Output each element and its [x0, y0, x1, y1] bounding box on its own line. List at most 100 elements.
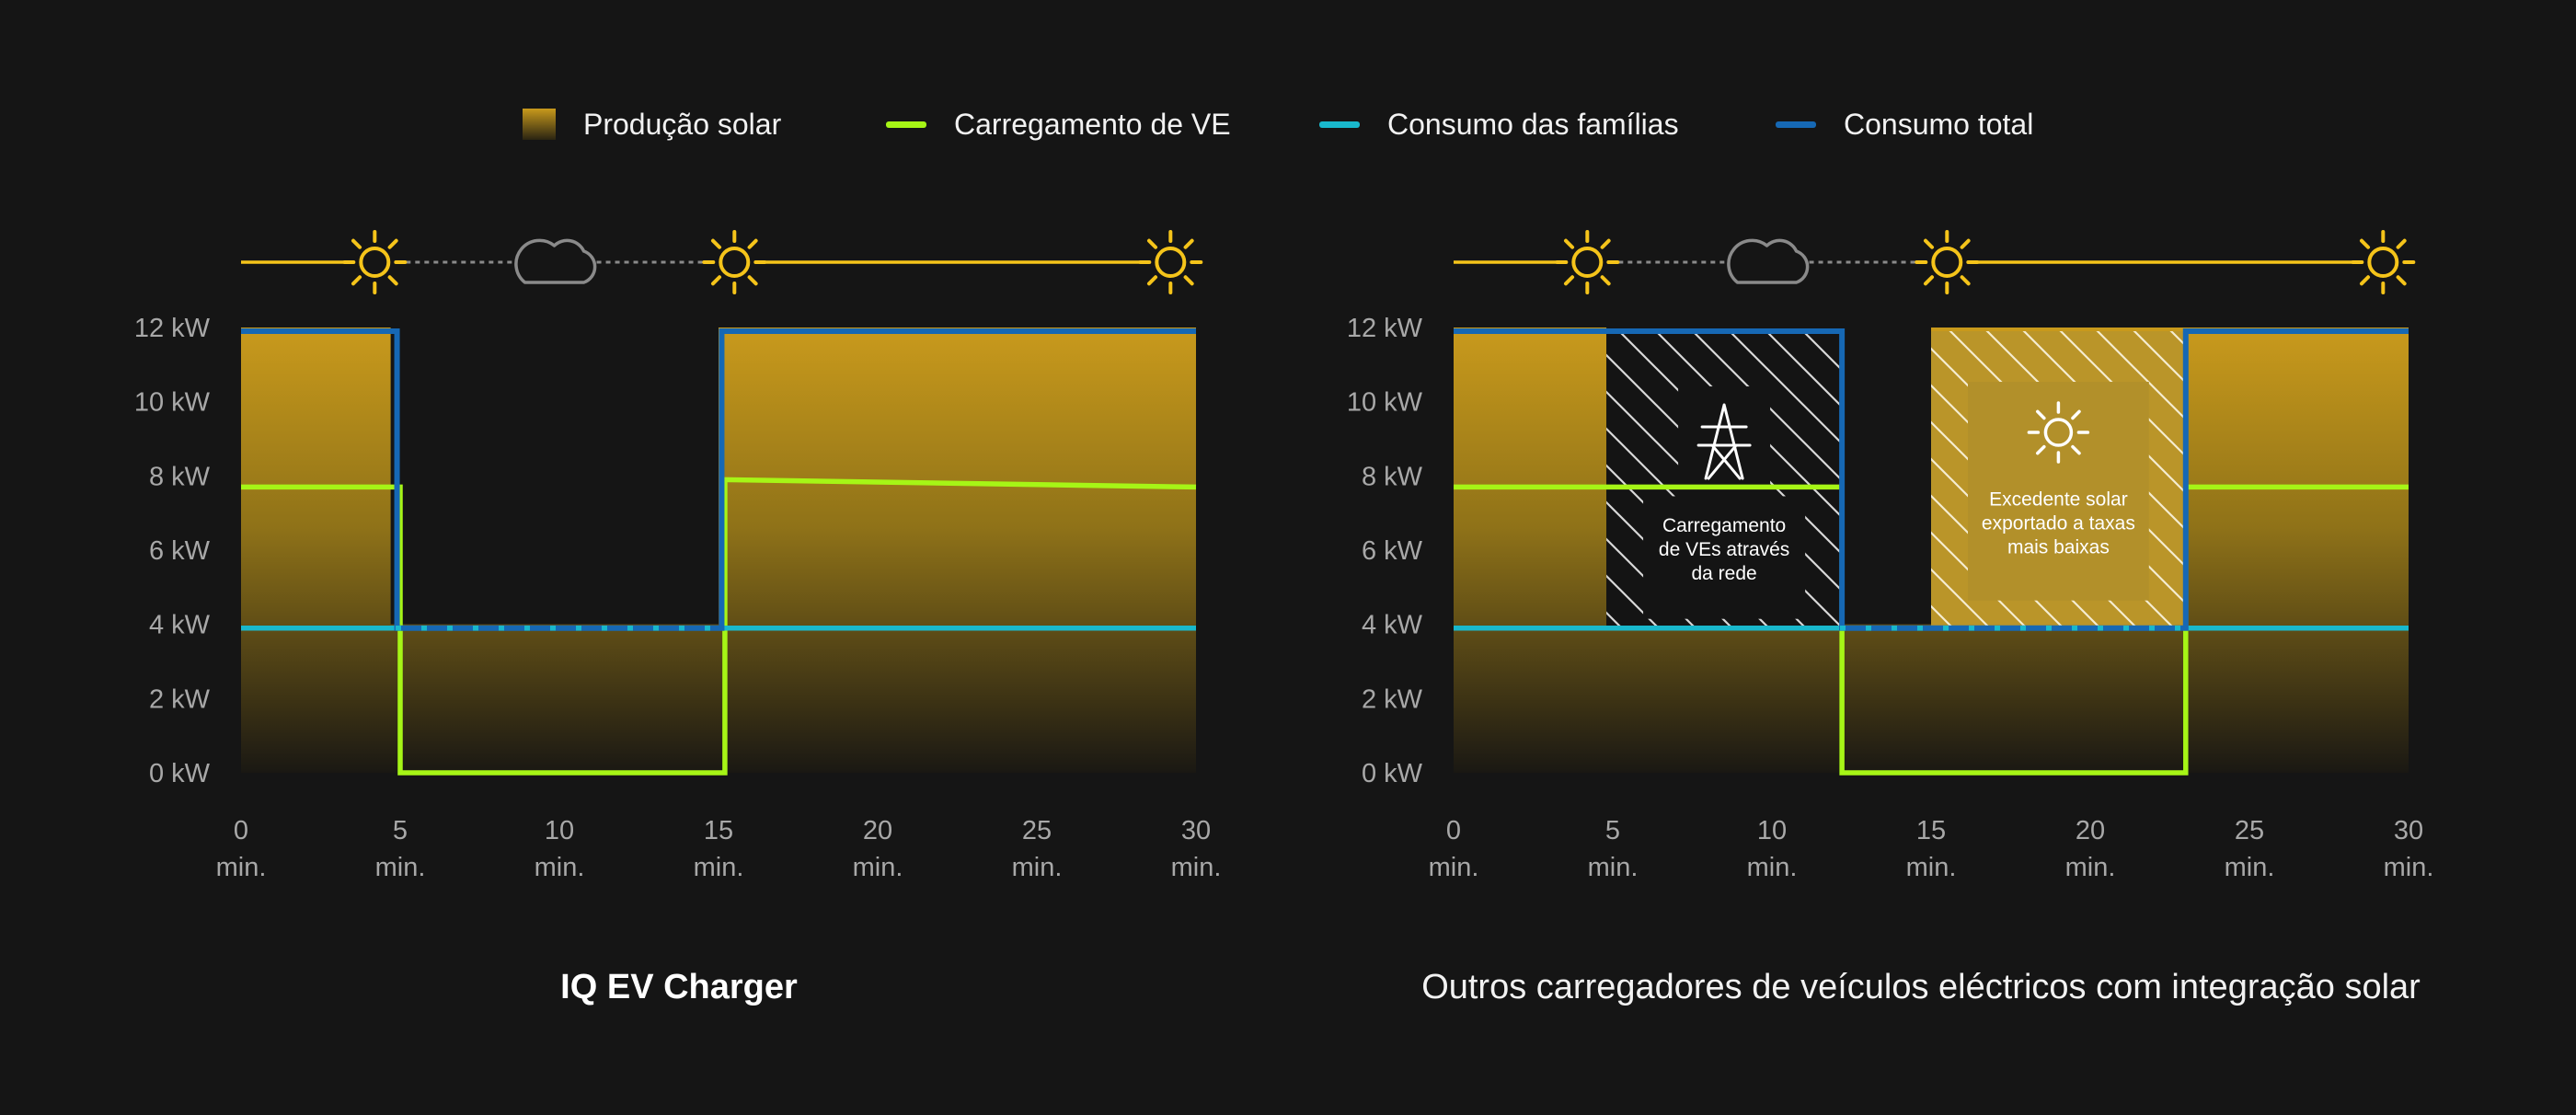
series-solar-area	[241, 328, 1196, 773]
x-tick-label: 25	[2235, 816, 2264, 845]
sun-ray	[710, 238, 722, 249]
x-tick-unit: min.	[1171, 853, 1222, 882]
x-tick-label: 25	[1022, 816, 1052, 845]
sun-ray	[1923, 275, 1935, 286]
sun-core	[1571, 247, 1604, 278]
sun-icon	[1915, 230, 1980, 294]
sun-icon	[2351, 230, 2416, 294]
sun-core	[1155, 247, 1187, 278]
legend-item-total: Consumo total	[1776, 101, 2033, 147]
x-tick-unit: min.	[1588, 853, 1639, 882]
y-tick-label: 2 kW	[149, 684, 211, 714]
x-tick-unit: min.	[1012, 853, 1063, 882]
y-tick-label: 0 kW	[1362, 759, 1423, 788]
sun-ray	[2036, 409, 2046, 420]
sun-core	[719, 247, 751, 278]
legend-swatch-household	[1319, 121, 1360, 128]
x-tick-unit: min.	[2384, 853, 2434, 882]
y-tick-label: 6 kW	[1362, 536, 1423, 566]
chart-other-chargers: Carregamento de VEs através da rede Exceden…	[1347, 230, 2434, 882]
annotation-text: de VEs através	[1659, 539, 1789, 560]
legend-label-solar: Produção solar	[583, 107, 782, 141]
series-total-line	[241, 328, 1196, 631]
y-tick-label: 4 kW	[149, 611, 211, 640]
x-tick-label: 0	[1446, 816, 1461, 845]
cloud-icon	[514, 238, 597, 284]
annotation-text: Carregamento	[1662, 515, 1786, 536]
sun-ray	[1960, 275, 1971, 286]
y-tick-label: 2 kW	[1362, 684, 1423, 714]
x-tick-label: 30	[2394, 816, 2423, 845]
x-tick-label: 30	[1181, 816, 1211, 845]
y-tick-label: 12 kW	[1347, 314, 1423, 343]
x-tick-unit: min.	[216, 853, 267, 882]
sun-ray	[1146, 238, 1158, 249]
legend-swatch-solar	[523, 109, 556, 140]
sun-ray	[351, 275, 362, 286]
legend: Produção solar Carregamento de VE Consum…	[0, 101, 2576, 147]
sun-ray	[2396, 275, 2407, 286]
sun-ray	[2036, 444, 2046, 455]
x-tick-unit: min.	[694, 853, 744, 882]
annotation-icon-bg	[1678, 386, 1771, 498]
x-tick-label: 5	[393, 816, 408, 845]
sun-ray	[2359, 275, 2371, 286]
sun-ray	[710, 275, 722, 286]
sun-core	[2367, 247, 2399, 278]
power-tower-icon	[1696, 403, 1752, 480]
x-tick-label: 10	[545, 816, 574, 845]
series-ev-line	[241, 477, 1197, 776]
y-tick-label: 6 kW	[149, 536, 211, 566]
annotation-text: da rede	[1691, 563, 1756, 584]
sun-ray	[387, 275, 398, 286]
sun-icon	[1555, 230, 1620, 294]
y-tick-label: 10 kW	[1347, 388, 1423, 418]
sun-ray	[351, 238, 362, 249]
y-tick-label: 10 kW	[134, 388, 211, 418]
sun-icon	[702, 230, 767, 294]
sun-core	[359, 247, 391, 278]
x-tick-unit: min.	[853, 853, 903, 882]
caption-iq-ev-charger: IQ EV Charger	[560, 968, 798, 1006]
tower-legs	[1704, 403, 1744, 480]
legend-label-ev: Carregamento de VE	[954, 107, 1231, 141]
tower-bracing	[1707, 443, 1742, 480]
legend-item-solar: Produção solar	[523, 101, 781, 147]
x-tick-label: 15	[1916, 816, 1946, 845]
chart-iq-ev-charger: 0 kW 2 kW 4 kW 6 kW 8 kW 10 kW 12 kW 0 min. 5 min.…	[134, 230, 1222, 882]
legend-item-ev: Carregamento de VE	[886, 101, 1231, 147]
y-tick-label: 4 kW	[1362, 611, 1423, 640]
sun-ray	[747, 275, 758, 286]
annotation-text: exportado a taxas	[1982, 513, 2135, 535]
sun-ray	[1146, 275, 1158, 286]
x-tick-unit: min.	[1906, 853, 1957, 882]
sun-ray	[747, 238, 758, 249]
annotation-text: mais baixas	[2007, 537, 2110, 558]
sun-ray	[1183, 238, 1194, 249]
legend-label-household: Consumo das famílias	[1387, 107, 1679, 141]
legend-swatch-ev	[886, 121, 926, 128]
sun-icon	[342, 230, 408, 294]
sun-ray	[2071, 444, 2081, 455]
sun-ray	[1563, 238, 1575, 249]
sun-ray	[1183, 275, 1194, 286]
sun-ray	[1923, 238, 1935, 249]
annotation-label-bg	[1643, 496, 1806, 619]
sun-icon	[2027, 401, 2090, 464]
x-tick-unit: min.	[2065, 853, 2116, 882]
tower-arms	[1696, 425, 1752, 447]
legend-item-household: Consumo das famílias	[1319, 101, 1679, 147]
x-tick-label: 0	[234, 816, 248, 845]
y-tick-label: 12 kW	[134, 314, 211, 343]
x-tick-unit: min.	[535, 853, 585, 882]
legend-label-total: Consumo total	[1844, 107, 2034, 141]
y-tick-label: 8 kW	[149, 462, 211, 491]
sun-core	[1931, 247, 1963, 278]
x-tick-label: 15	[704, 816, 733, 845]
x-tick-label: 5	[1605, 816, 1620, 845]
cloud-icon	[1727, 238, 1810, 284]
sun-ray	[1600, 238, 1611, 249]
series-ev-line	[1454, 484, 2409, 776]
sun-ray	[387, 238, 398, 249]
